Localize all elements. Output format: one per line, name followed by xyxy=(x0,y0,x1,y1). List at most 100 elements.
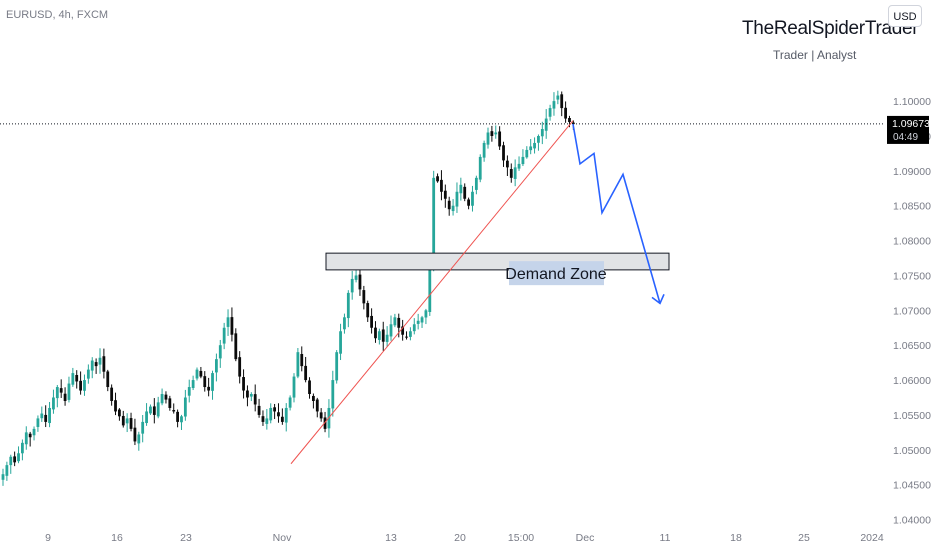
time-axis[interactable]: 9 16 23 Nov 13 20 15:00 Dec 11 18 25 2024 xyxy=(45,532,884,544)
candle-body xyxy=(389,324,393,337)
candle-body xyxy=(55,387,59,399)
candle xyxy=(405,331,408,340)
candle-body xyxy=(183,397,187,417)
candle xyxy=(288,395,292,411)
candle xyxy=(564,101,567,123)
current-price-value: 1.09673 xyxy=(892,118,930,130)
candle-body xyxy=(125,418,129,424)
candle-body xyxy=(331,380,335,409)
candle xyxy=(242,369,245,399)
candle-body xyxy=(366,303,370,318)
candle xyxy=(319,408,323,422)
candle-body xyxy=(405,336,408,338)
candle xyxy=(234,328,238,362)
candle-body xyxy=(28,433,32,438)
candle xyxy=(149,404,152,415)
candle xyxy=(195,367,199,381)
price-tick-label: 1.09000 xyxy=(893,166,931,178)
candle xyxy=(1,468,5,486)
demand-zone-label-text: Demand Zone xyxy=(505,266,606,283)
candle-body xyxy=(121,415,125,426)
candle-body xyxy=(544,118,548,131)
candle xyxy=(304,356,308,383)
candle-body xyxy=(238,357,242,377)
candle-body xyxy=(451,205,455,212)
trendline xyxy=(290,120,574,465)
time-tick-label: 25 xyxy=(798,532,810,544)
currency-button[interactable]: USD xyxy=(888,5,922,27)
candle xyxy=(118,408,121,421)
candle xyxy=(261,410,265,426)
time-tick-label: 2024 xyxy=(860,532,884,544)
projection-arrowhead xyxy=(651,294,665,305)
candle xyxy=(540,121,544,145)
candle xyxy=(133,418,137,446)
candle-body xyxy=(172,410,176,412)
candle-body xyxy=(199,370,203,377)
candle xyxy=(125,413,129,433)
candle xyxy=(292,373,296,403)
candle-body xyxy=(409,331,412,337)
candle-body xyxy=(436,176,439,182)
candle xyxy=(226,309,230,336)
candle-body xyxy=(98,357,102,365)
candle xyxy=(370,308,373,334)
candle xyxy=(346,290,350,328)
candle-body xyxy=(191,380,195,389)
candle xyxy=(9,454,13,474)
candle xyxy=(552,92,556,116)
candle-body xyxy=(149,406,152,414)
candle-body xyxy=(374,327,377,339)
time-tick-label: 16 xyxy=(111,532,123,544)
candle xyxy=(156,396,160,419)
candle-body xyxy=(397,317,401,328)
candle-body xyxy=(102,356,106,372)
candle-body xyxy=(428,261,432,313)
candle xyxy=(498,126,502,150)
demand-zone-label-bg xyxy=(509,261,604,286)
candle-body xyxy=(358,274,362,290)
candle xyxy=(44,405,48,428)
candle-body xyxy=(21,442,24,454)
candle xyxy=(183,389,187,421)
candle-body xyxy=(253,394,257,405)
candle-body xyxy=(277,412,280,417)
current-price-tag-bg xyxy=(887,115,929,144)
candle-body xyxy=(424,310,428,318)
candle-body xyxy=(494,132,498,135)
candle-body xyxy=(420,317,424,323)
candle xyxy=(102,348,106,379)
candle-body xyxy=(350,278,354,293)
candle-body xyxy=(296,352,300,377)
candle xyxy=(385,326,389,348)
candle xyxy=(13,451,17,467)
candle-body xyxy=(486,132,490,145)
candle-body xyxy=(362,290,366,304)
candle xyxy=(284,403,288,432)
candle xyxy=(548,104,552,121)
candle-body xyxy=(459,184,463,194)
candle-body xyxy=(152,406,156,415)
price-tick-label: 1.05500 xyxy=(893,410,931,422)
candle-body xyxy=(13,456,17,463)
candle-body xyxy=(156,402,160,417)
candle xyxy=(253,384,257,412)
candle xyxy=(218,339,222,368)
candle xyxy=(129,412,133,432)
candle xyxy=(17,446,20,464)
candle xyxy=(199,366,203,379)
candle xyxy=(436,173,439,183)
candle-body xyxy=(319,412,323,419)
candle-body xyxy=(385,334,389,342)
candle xyxy=(443,184,447,208)
candle-body xyxy=(564,107,567,119)
candle-body xyxy=(393,317,397,326)
candle-body xyxy=(75,374,79,382)
candle xyxy=(137,431,141,451)
candle xyxy=(191,375,195,391)
candle xyxy=(381,321,385,351)
candle-body xyxy=(463,186,467,199)
price-axis[interactable]: 1.100001.095001.090001.085001.080001.075… xyxy=(887,96,931,527)
candle-body xyxy=(265,418,269,424)
